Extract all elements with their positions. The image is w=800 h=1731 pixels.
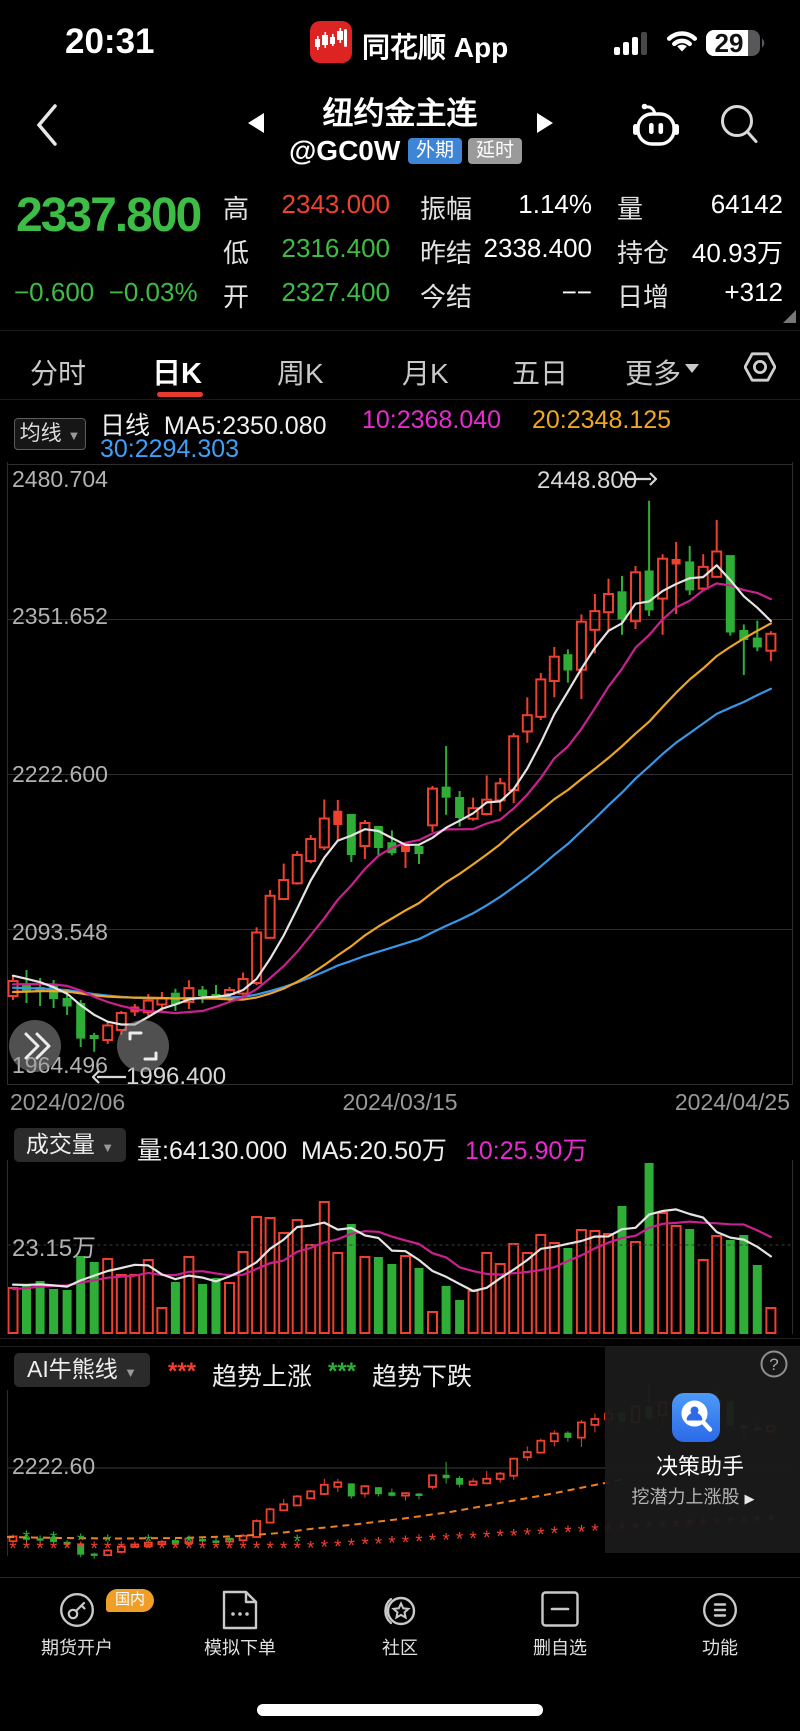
svg-text:*: * [185, 1539, 193, 1560]
svg-text:29: 29 [715, 30, 744, 57]
svg-text:*: * [266, 1539, 274, 1560]
svg-text:*: * [104, 1532, 112, 1553]
svg-text:*: * [172, 1539, 180, 1560]
svg-text:*: * [429, 1531, 437, 1552]
svg-text:*: * [36, 1539, 44, 1560]
svg-text:*: * [293, 1532, 301, 1553]
svg-text:*: * [483, 1528, 491, 1549]
svg-text:*: * [510, 1526, 518, 1547]
svg-text:*: * [226, 1533, 234, 1554]
svg-text:*: * [50, 1539, 58, 1560]
svg-text:*: * [118, 1539, 126, 1560]
svg-text:*: * [253, 1539, 261, 1560]
svg-text:*: * [145, 1532, 153, 1553]
svg-text:*: * [63, 1539, 71, 1560]
svg-text:*: * [307, 1538, 315, 1559]
svg-text:*: * [131, 1539, 139, 1560]
svg-text:*: * [158, 1539, 166, 1560]
svg-text:*: * [348, 1536, 356, 1557]
svg-text:*: * [321, 1538, 329, 1559]
svg-text:*: * [90, 1539, 98, 1560]
svg-text:*: * [104, 1539, 112, 1560]
svg-text:*: * [226, 1539, 234, 1560]
svg-text:*: * [524, 1526, 532, 1547]
svg-text:*: * [375, 1534, 383, 1555]
svg-text:*: * [199, 1539, 207, 1560]
svg-text:*: * [239, 1539, 247, 1560]
svg-text:*: * [23, 1528, 31, 1549]
svg-text:*: * [496, 1527, 504, 1548]
svg-text:*: * [293, 1539, 301, 1560]
svg-text:*: * [442, 1530, 450, 1551]
svg-text:*: * [564, 1523, 572, 1544]
svg-text:*: * [402, 1533, 410, 1554]
svg-text:*: * [50, 1529, 58, 1550]
svg-text:*: * [361, 1535, 369, 1556]
svg-text:*: * [456, 1530, 464, 1551]
svg-text:*: * [77, 1539, 85, 1560]
svg-text:*: * [578, 1522, 586, 1543]
svg-text:*: * [591, 1522, 599, 1543]
svg-text:*: * [334, 1537, 342, 1558]
svg-text:*: * [469, 1529, 477, 1550]
svg-text:*: * [145, 1539, 153, 1560]
svg-text:*: * [9, 1539, 17, 1560]
svg-text:*: * [280, 1539, 288, 1560]
svg-text:*: * [537, 1525, 545, 1546]
svg-text:*: * [388, 1534, 396, 1555]
svg-text:?: ? [769, 1355, 778, 1374]
svg-text:*: * [415, 1532, 423, 1553]
svg-text:*: * [185, 1533, 193, 1554]
svg-text:*: * [23, 1539, 31, 1560]
svg-text:*: * [212, 1539, 220, 1560]
svg-text:*: * [551, 1524, 559, 1545]
svg-text:*: * [77, 1531, 85, 1552]
